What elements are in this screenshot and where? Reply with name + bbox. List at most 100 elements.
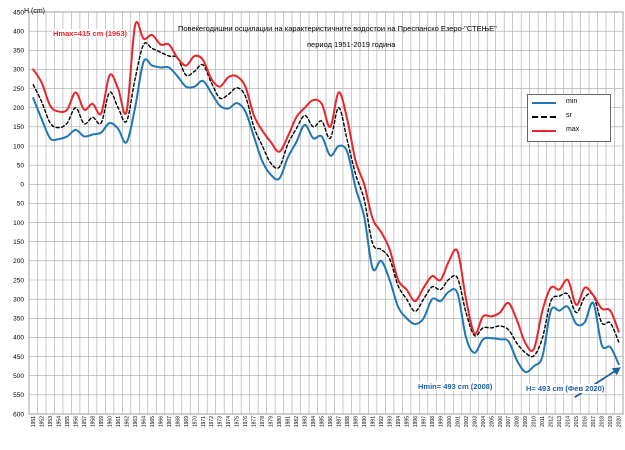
y-tick-label: 350 xyxy=(13,48,24,55)
x-tick-label: 1990 xyxy=(362,416,368,427)
x-tick-label: 1994 xyxy=(396,416,402,427)
x-tick-label: 2020 xyxy=(617,416,623,427)
x-tick-label: 1969 xyxy=(184,416,190,427)
h-current-annotation: H= 493 cm (Фев 2020) xyxy=(525,384,606,393)
chart-title-line-2: период 1951-2019 година xyxy=(307,40,396,49)
y-tick-label: 550 xyxy=(13,392,24,399)
x-tick-label: 1975 xyxy=(235,416,241,427)
x-tick-label: 1954 xyxy=(57,416,63,427)
x-tick-label: 1966 xyxy=(158,416,164,427)
x-tick-label: 2001 xyxy=(455,416,461,427)
y-tick-label: 350 xyxy=(13,316,24,323)
legend-swatch-min xyxy=(532,102,556,104)
x-tick-label: 2008 xyxy=(515,416,521,427)
y-tick-label: 150 xyxy=(13,124,24,131)
x-tick-label: 1973 xyxy=(218,416,224,427)
legend-item-min: min xyxy=(532,98,608,108)
x-tick-label: 1997 xyxy=(421,416,427,427)
x-tick-label: 2012 xyxy=(549,416,555,427)
legend-label-max: max xyxy=(566,126,580,133)
x-tick-label: 1971 xyxy=(201,416,207,427)
x-tick-label: 2013 xyxy=(557,416,563,427)
x-tick-label: 1962 xyxy=(124,416,130,427)
x-tick-label: 2004 xyxy=(481,416,487,427)
x-tick-label: 1991 xyxy=(370,416,376,427)
legend-label-min: min xyxy=(566,98,578,105)
legend-label-sr: sr xyxy=(566,112,572,119)
x-tick-label: 1960 xyxy=(107,416,113,427)
x-tick-label: 2010 xyxy=(532,416,538,427)
x-tick-label: 2019 xyxy=(608,416,614,427)
y-tick-label: 300 xyxy=(13,296,24,303)
x-tick-label: 1965 xyxy=(150,416,156,427)
x-tick-label: 1977 xyxy=(252,416,258,427)
legend: min sr max xyxy=(527,94,611,142)
y-tick-label: 500 xyxy=(13,373,24,380)
series-line-min xyxy=(32,58,620,374)
x-tick-label: 1987 xyxy=(337,416,343,427)
hmin-annotation: Hmin= 493 cm (2008) xyxy=(417,382,494,391)
series-lines xyxy=(32,21,620,374)
y-tick-label: 200 xyxy=(13,105,24,112)
x-tick-label: 1999 xyxy=(438,416,444,427)
x-tick-label: 1956 xyxy=(73,416,79,427)
arrow-head xyxy=(611,367,621,376)
y-axis-label: H (cm) xyxy=(24,8,45,15)
x-tick-label: 1982 xyxy=(294,416,300,427)
x-tick-label: 1983 xyxy=(303,416,309,427)
x-tick-label: 1972 xyxy=(209,416,215,427)
x-tick-label: 1953 xyxy=(48,416,54,427)
x-tick-label: 2011 xyxy=(540,416,546,427)
y-tick-label: 100 xyxy=(13,220,24,227)
series-line-sr xyxy=(32,42,620,358)
x-tick-label: 1959 xyxy=(99,416,105,427)
x-tick-label: 2014 xyxy=(566,416,572,427)
x-tick-label: 2003 xyxy=(472,416,478,427)
y-ticks: 4504003503002502001501005005010015020025… xyxy=(13,9,24,418)
x-tick-label: 1957 xyxy=(82,416,88,427)
x-tick-label: 1964 xyxy=(141,416,147,427)
y-tick-label: 400 xyxy=(13,28,24,35)
y-tick-label: 300 xyxy=(13,67,24,74)
legend-swatch-sr xyxy=(532,116,556,118)
y-tick-label: 450 xyxy=(13,354,24,361)
y-tick-label: 150 xyxy=(13,239,24,246)
x-tick-label: 2006 xyxy=(498,416,504,427)
x-tick-label: 1970 xyxy=(192,416,198,427)
y-tick-label: 100 xyxy=(13,143,24,150)
x-tick-label: 2018 xyxy=(600,416,606,427)
x-tick-label: 1968 xyxy=(175,416,181,427)
legend-item-sr: sr xyxy=(532,112,608,122)
legend-item-max: max xyxy=(532,126,608,136)
x-tick-label: 1986 xyxy=(328,416,334,427)
x-tick-label: 1980 xyxy=(277,416,283,427)
x-tick-label: 1988 xyxy=(345,416,351,427)
x-tick-label: 1981 xyxy=(286,416,292,427)
x-tick-label: 1976 xyxy=(243,416,249,427)
chart-title-line-1: Повеќегодишни осцилации на карактеристич… xyxy=(178,24,497,33)
y-tick-label: 250 xyxy=(13,86,24,93)
y-tick-label: 0 xyxy=(20,182,24,189)
x-tick-label: 1967 xyxy=(167,416,173,427)
hmax-annotation: Hmax=415 cm (1963) xyxy=(52,29,129,38)
x-tick-label: 1979 xyxy=(269,416,275,427)
x-ticks: 1951 1952 1953 1954 1955 1956 1957 1958 1959 1960… xyxy=(31,416,623,427)
x-tick-label: 2017 xyxy=(591,416,597,427)
y-tick-label: 200 xyxy=(13,258,24,265)
x-tick-label: 2015 xyxy=(574,416,580,427)
x-tick-label: 1995 xyxy=(404,416,410,427)
y-tick-label: 450 xyxy=(13,9,24,16)
y-tick-label: 400 xyxy=(13,335,24,342)
x-tick-label: 2000 xyxy=(447,416,453,427)
x-tick-label: 2005 xyxy=(489,416,495,427)
grid xyxy=(28,11,624,415)
x-tick-label: 1985 xyxy=(320,416,326,427)
x-tick-label: 1952 xyxy=(40,416,46,427)
x-tick-label: 1996 xyxy=(413,416,419,427)
x-tick-label: 1961 xyxy=(116,416,122,427)
x-tick-label: 1963 xyxy=(133,416,139,427)
series-line-max xyxy=(32,21,620,352)
x-tick-label: 2007 xyxy=(506,416,512,427)
x-tick-label: 1998 xyxy=(430,416,436,427)
